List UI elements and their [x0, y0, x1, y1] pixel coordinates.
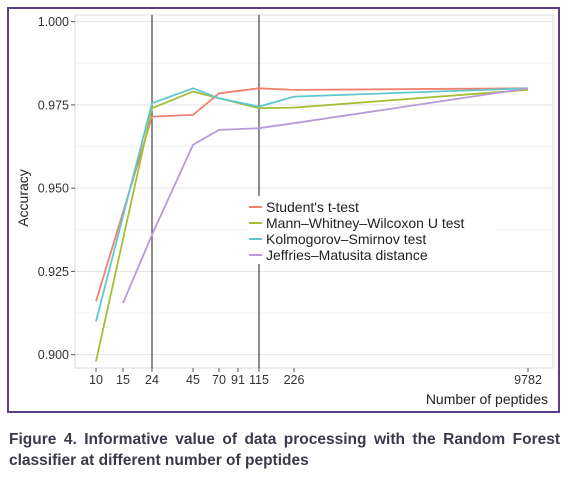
- y-axis-ticks: 0.900 0.925 0.950 0.975 1.000: [38, 15, 75, 362]
- y-tick-label: 0.900: [38, 348, 69, 362]
- y-tick-label: 1.000: [38, 15, 69, 29]
- series-line-3: [122, 87, 529, 304]
- y-tick-label: 0.975: [38, 98, 69, 112]
- x-tick-label: 15: [116, 373, 130, 387]
- legend-label-2: Kolmogorov–Smirnov test: [266, 231, 426, 247]
- reference-lines: [151, 15, 260, 368]
- y-tick-label: 0.950: [38, 182, 69, 196]
- series-line-2: [95, 87, 529, 322]
- figure-caption: Figure 4. Informative value of data proc…: [9, 431, 560, 469]
- series-lines: [95, 87, 529, 362]
- x-axis-ticks: 10 15 24 45 70 91 115 226 9782: [89, 368, 542, 387]
- line-chart: 0.900 0.925 0.950 0.975 1.000 10 15 24 45 70 91 11…: [15, 14, 554, 407]
- grid-lines: [75, 21, 553, 356]
- x-tick-label: 10: [89, 373, 103, 387]
- x-tick-label: 45: [186, 373, 200, 387]
- x-tick-label: 91: [231, 373, 245, 387]
- x-tick-label: 226: [284, 373, 305, 387]
- x-tick-label: 9782: [514, 373, 542, 387]
- plot-panel: [74, 14, 554, 369]
- legend-label-1: Mann–Whitney–Wilcoxon U test: [266, 215, 465, 231]
- y-tick-label: 0.925: [38, 265, 69, 279]
- x-axis-title: Number of peptides: [426, 391, 548, 407]
- legend-label-3: Jeffries–Matusita distance: [266, 247, 428, 263]
- x-tick-label: 70: [212, 373, 226, 387]
- x-tick-label: 24: [145, 373, 159, 387]
- legend-background: [247, 196, 495, 264]
- x-tick-label: 115: [249, 373, 269, 387]
- y-axis-title: Accuracy: [15, 169, 31, 227]
- legend-label-0: Student's t-test: [266, 199, 359, 215]
- series-line-0: [95, 87, 529, 302]
